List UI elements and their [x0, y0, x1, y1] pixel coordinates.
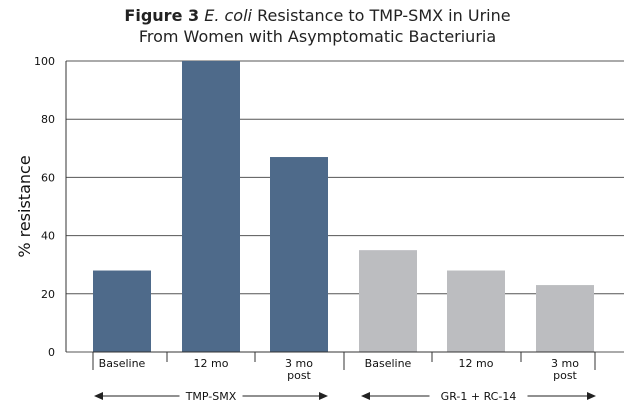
- x-tick-label-3: 3 mo post: [285, 357, 313, 382]
- group-label-2: GR-1 + RC-14: [441, 390, 517, 403]
- x-tick-label-1: Baseline: [99, 357, 146, 370]
- figure-label: Figure 3: [124, 6, 200, 25]
- bar-6: [536, 285, 594, 352]
- y-tick-label-40: 40: [41, 230, 55, 243]
- y-tick-label-100: 100: [34, 55, 55, 68]
- chart-title: Figure 3 E. coli Resistance to TMP-SMX i…: [0, 5, 635, 47]
- x-tick-label-5: 12 mo: [459, 357, 494, 370]
- y-tick-label-80: 80: [41, 113, 55, 126]
- title-line1-rest: Resistance to TMP-SMX in Urine: [251, 6, 511, 25]
- y-tick-label-0: 0: [48, 346, 55, 359]
- title-line2: From Women with Asymptomatic Bacteriuria: [138, 27, 497, 46]
- y-tick-label-20: 20: [41, 288, 55, 301]
- bar-5: [447, 270, 505, 352]
- x-tick-label-4: Baseline: [365, 357, 412, 370]
- x-tick-label-2: 12 mo: [194, 357, 229, 370]
- y-tick-label-60: 60: [41, 171, 55, 184]
- bar-2: [182, 61, 240, 352]
- x-tick-label-6: 3 mo post: [551, 357, 579, 382]
- group-label-1: TMP-SMX: [185, 390, 237, 403]
- y-axis-label: % resistance: [15, 155, 34, 257]
- bar-3: [270, 157, 328, 352]
- bar-1: [93, 270, 151, 352]
- organism-name: E. coli: [204, 6, 252, 25]
- bar-4: [359, 250, 417, 352]
